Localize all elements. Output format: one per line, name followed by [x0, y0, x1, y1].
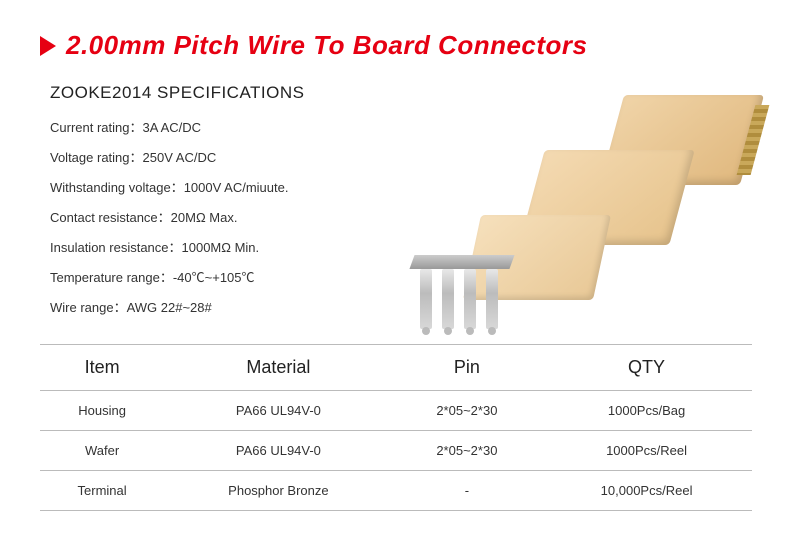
title-row: 2.00mm Pitch Wire To Board Connectors: [40, 30, 752, 61]
table-header: Item: [40, 345, 164, 391]
table-cell: Housing: [40, 391, 164, 431]
spec-value: AWG 22#~28#: [127, 300, 212, 315]
spec-label: Temperature range：: [50, 270, 173, 285]
table-header: Material: [164, 345, 392, 391]
table-row: Wafer PA66 UL94V-0 2*05~2*30 1000Pcs/Ree…: [40, 431, 752, 471]
spec-value: 1000MΩ Min.: [182, 240, 260, 255]
table-cell: 1000Pcs/Bag: [541, 391, 752, 431]
page-title: 2.00mm Pitch Wire To Board Connectors: [66, 30, 588, 61]
table-cell: 2*05~2*30: [393, 391, 542, 431]
spec-label: Wire range：: [50, 300, 127, 315]
spec-label: Withstanding voltage：: [50, 180, 184, 195]
table-cell: Phosphor Bronze: [164, 471, 392, 511]
spec-value: 3A AC/DC: [142, 120, 201, 135]
spec-label: Current rating：: [50, 120, 142, 135]
spec-label: Contact resistance：: [50, 210, 171, 225]
table-row: Housing PA66 UL94V-0 2*05~2*30 1000Pcs/B…: [40, 391, 752, 431]
terminal-strip: [409, 255, 514, 269]
table-cell: PA66 UL94V-0: [164, 431, 392, 471]
table-cell: -: [393, 471, 542, 511]
product-image: [422, 95, 762, 325]
spec-table: Item Material Pin QTY Housing PA66 UL94V…: [40, 344, 752, 511]
table-cell: 2*05~2*30: [393, 431, 542, 471]
table-cell: 1000Pcs/Reel: [541, 431, 752, 471]
spec-value: 250V AC/DC: [143, 150, 217, 165]
table-cell: Wafer: [40, 431, 164, 471]
terminal-pin: [464, 269, 476, 329]
terminal-pin: [486, 269, 498, 329]
spec-label: Voltage rating：: [50, 150, 143, 165]
triangle-icon: [40, 36, 56, 56]
table-row: Terminal Phosphor Bronze - 10,000Pcs/Ree…: [40, 471, 752, 511]
terminal-pin: [442, 269, 454, 329]
spec-value: -40℃~+105℃: [173, 270, 255, 285]
table-cell: Terminal: [40, 471, 164, 511]
table-cell: 10,000Pcs/Reel: [541, 471, 752, 511]
table-header: Pin: [393, 345, 542, 391]
terminal-pin: [420, 269, 432, 329]
spec-label: Insulation resistance：: [50, 240, 182, 255]
table-header-row: Item Material Pin QTY: [40, 345, 752, 391]
table-cell: PA66 UL94V-0: [164, 391, 392, 431]
spec-value: 1000V AC/miuute.: [184, 180, 289, 195]
spec-value: 20MΩ Max.: [171, 210, 238, 225]
connector-terminals: [412, 255, 522, 335]
table-header: QTY: [541, 345, 752, 391]
